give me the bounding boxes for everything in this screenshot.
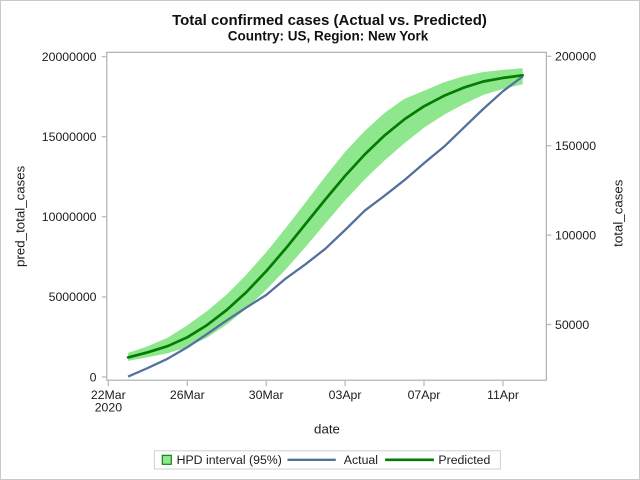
svg-text:5000000: 5000000 (49, 290, 97, 304)
svg-text:200000: 200000 (555, 50, 596, 64)
svg-text:pred_total_cases: pred_total_cases (13, 165, 28, 267)
svg-text:2020: 2020 (95, 401, 123, 415)
svg-text:07Apr: 07Apr (408, 388, 441, 402)
svg-text:11Apr: 11Apr (487, 388, 519, 402)
svg-text:Actual: Actual (344, 453, 378, 467)
svg-text:03Apr: 03Apr (329, 388, 362, 402)
svg-text:HPD interval (95%): HPD interval (95%) (177, 453, 282, 467)
svg-text:Total confirmed cases (Actual: Total confirmed cases (Actual vs. Predic… (172, 12, 487, 29)
svg-text:20000000: 20000000 (42, 50, 97, 64)
svg-text:Predicted: Predicted (438, 453, 490, 467)
svg-text:total_cases: total_cases (611, 179, 626, 247)
svg-text:100000: 100000 (555, 228, 596, 242)
svg-text:date: date (314, 422, 340, 437)
svg-text:Country: US, Region: New York: Country: US, Region: New York (228, 29, 429, 44)
svg-text:0: 0 (90, 370, 97, 384)
svg-text:26Mar: 26Mar (170, 388, 205, 402)
svg-text:22Mar: 22Mar (91, 388, 126, 402)
svg-text:30Mar: 30Mar (249, 388, 284, 402)
svg-text:150000: 150000 (555, 139, 596, 153)
svg-text:50000: 50000 (555, 318, 589, 332)
svg-text:15000000: 15000000 (42, 130, 97, 144)
svg-text:10000000: 10000000 (42, 210, 97, 224)
